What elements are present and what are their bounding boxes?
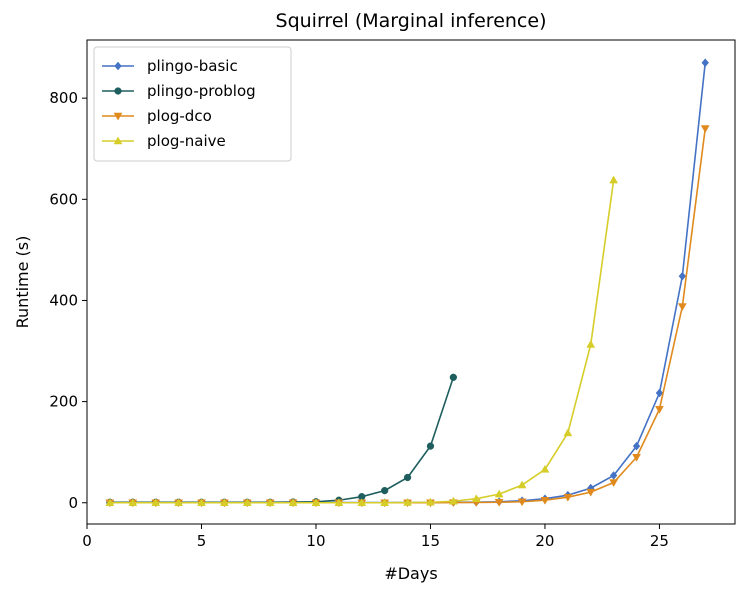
data-point [174,498,184,507]
data-point [586,339,596,348]
y-tick-label: 400 [49,291,78,309]
legend-marker [113,136,123,145]
legend-item: plingo-basic [102,57,238,75]
data-point [632,453,641,462]
data-point [426,442,435,450]
y-tick-label: 600 [49,190,78,208]
x-tick-label: 10 [306,532,325,550]
legend-label: plingo-basic [147,57,238,75]
y-axis-label: Runtime (s) [13,236,32,329]
series-plog-dco [105,125,710,508]
data-point [381,486,389,495]
data-point [563,428,573,437]
data-point [655,388,664,398]
data-point [563,493,573,502]
x-tick-label: 0 [82,532,92,550]
data-point [609,175,619,184]
legend-marker [114,87,122,95]
y-tick-label: 200 [49,393,78,411]
data-point [242,498,252,507]
chart-title: Squirrel (Marginal inference) [276,10,547,32]
data-point [609,479,619,488]
data-point [701,58,709,68]
data-point [288,498,298,507]
series-plingo-problog [106,373,458,506]
data-point [334,498,344,507]
axes-ticks: 0 5 10 15 20 25 0 200 400 600 800 [49,89,669,550]
data-point [517,498,527,507]
legend-item: plog-dco [102,107,212,125]
legend: plingo-basic plingo-problog plog-dco plog-n… [93,46,292,162]
data-point [265,498,275,507]
data-point [677,303,687,312]
legend-marker [113,112,123,121]
series-plog-naive [105,175,619,507]
data-point [494,489,504,498]
data-point [311,498,321,507]
series-line [109,179,615,504]
x-tick-label: 5 [197,532,207,550]
data-point [586,488,596,497]
data-point [151,498,161,507]
data-point [403,498,412,506]
legend-item: plog-naive [102,132,226,150]
data-point [655,405,664,414]
data-point [540,464,550,473]
data-point [128,498,138,507]
x-tick-label: 25 [650,532,669,550]
legend-box [93,46,292,162]
x-axis-label: #Days [384,564,437,583]
data-point [197,498,206,507]
data-point [540,496,550,505]
legend-item: plingo-problog [102,82,256,100]
x-tick-label: 15 [421,532,440,550]
data-point [449,373,458,381]
legend-label: plingo-problog [147,82,256,100]
data-point [105,498,115,507]
data-point [494,499,504,507]
y-tick-label: 0 [68,494,78,512]
series-line [109,377,455,504]
series-lines [105,58,710,508]
data-point [426,497,435,506]
data-point [700,125,710,134]
series-line [109,128,707,504]
legend-marker [114,61,122,71]
legend-label: plog-dco [147,107,212,125]
plot-area-frame [86,39,736,525]
data-point [357,498,367,507]
x-tick-label: 20 [535,532,554,550]
data-point [678,271,687,281]
data-point [471,494,481,502]
data-point [517,480,527,489]
y-tick-label: 800 [49,89,78,107]
data-point [448,496,458,505]
legend-label: plog-naive [147,132,226,150]
data-point [632,441,641,451]
data-point [219,498,229,507]
data-point [380,498,390,507]
data-point [403,473,412,482]
